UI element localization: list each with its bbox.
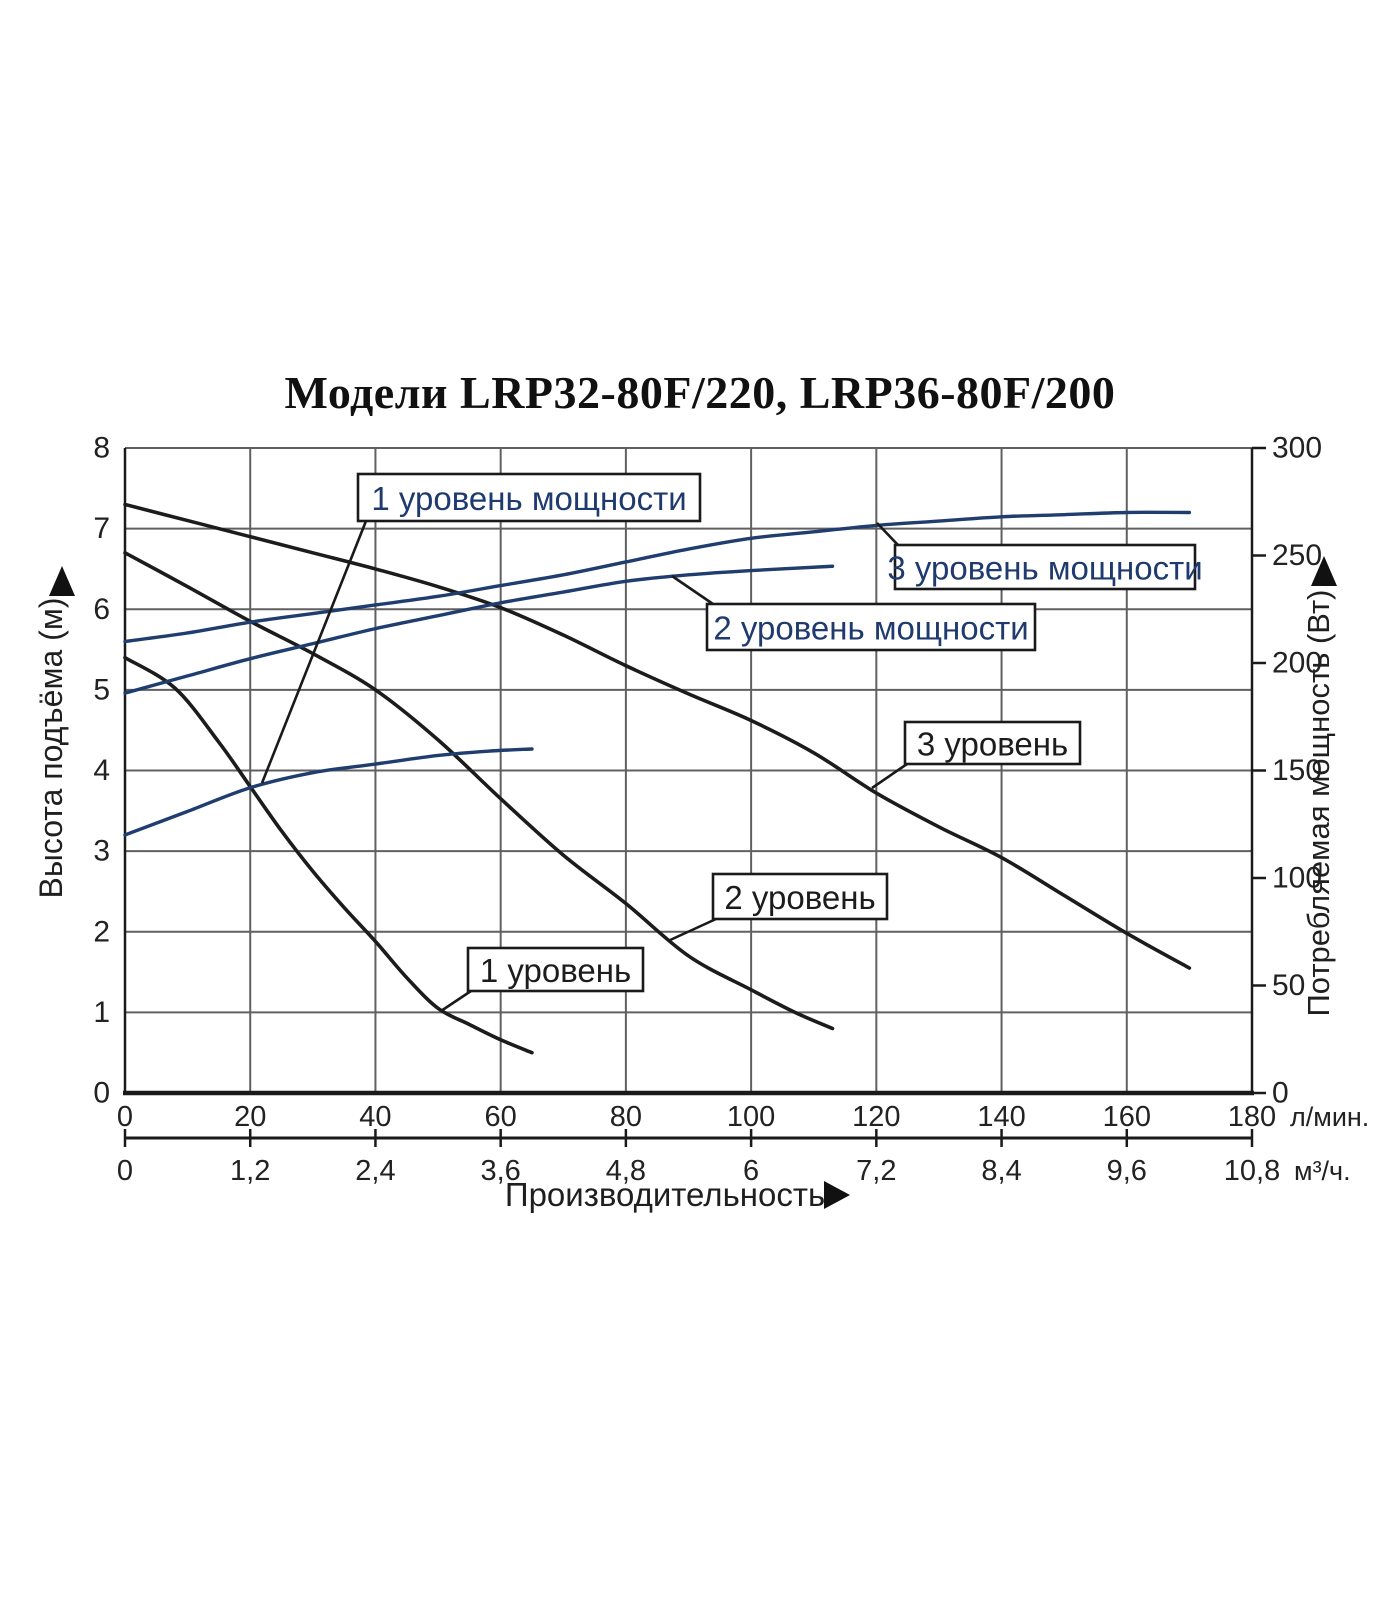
callout-power-2: 2 уровень мощности <box>671 574 1037 652</box>
callout-leader-line <box>876 522 899 546</box>
x-secondary-tick-label: 3,6 <box>481 1155 521 1187</box>
y-right-tick-label: 200 <box>1272 647 1322 680</box>
x-secondary-tick-label: 7,2 <box>856 1155 896 1187</box>
x-primary-tick-labels: 0 20 40 60 80 100 120 140 160 180 л/мин. <box>117 1101 1369 1133</box>
y-right-axis-title: Потребляемая мощность (Вт) <box>1301 590 1336 1017</box>
y-left-tick-label: 1 <box>93 996 110 1029</box>
y-left-tick-label: 8 <box>93 432 110 465</box>
curve-head-3 <box>123 502 1192 970</box>
curve-power-3 <box>123 510 1192 644</box>
x-secondary-unit-label: м³/ч. <box>1294 1156 1351 1186</box>
callout-box <box>903 720 1082 766</box>
y-left-axis-arrow-icon <box>49 566 75 596</box>
x-axis-arrow-icon <box>824 1181 850 1209</box>
y-left-tick-label: 5 <box>93 673 110 706</box>
x-secondary-tick-label: 10,8 <box>1224 1155 1280 1187</box>
callout-leader-line <box>260 520 368 784</box>
curves <box>123 502 1192 1055</box>
callout-power-1: 1 уровень мощности <box>260 472 702 784</box>
x-primary-tick-label: 120 <box>852 1101 900 1133</box>
callout-box <box>711 872 889 921</box>
callout-label: 3 уровень <box>917 726 1068 763</box>
callout-leader-line <box>667 917 717 943</box>
y-right-tick-label: 50 <box>1272 969 1305 1002</box>
x-axis-title: Производительность <box>505 1176 825 1213</box>
y-left-title-group: Высота подъёма (м) <box>33 566 75 898</box>
x-axis-title-group: Производительность <box>505 1176 850 1213</box>
callout-head-2: 2 уровень <box>667 872 889 943</box>
chart-title: Модели LRP32-80F/220, LRP36-80F/200 <box>284 367 1116 418</box>
callout-head-3: 3 уровень <box>871 720 1082 790</box>
x-secondary-scale: 0 1,2 2,4 3,6 4,8 6 7,2 8,4 9,6 10,8 м³/ч. <box>117 1129 1351 1187</box>
callout-head-1: 1 уровень <box>440 946 645 1013</box>
y-left-tick-label: 6 <box>93 593 110 626</box>
callout-label: 2 уровень <box>724 879 875 916</box>
callout-label: 1 уровень <box>480 952 631 989</box>
x-primary-unit-label: л/мин. <box>1290 1102 1369 1132</box>
y-right-tick-label: 250 <box>1272 539 1322 572</box>
y-left-tick-label: 2 <box>93 915 110 948</box>
y-right-tick-label: 0 <box>1272 1077 1289 1110</box>
callout-label: 3 уровень мощности <box>887 550 1202 587</box>
x-primary-tick-label: 0 <box>117 1101 133 1133</box>
y-left-tick-label: 4 <box>93 754 110 787</box>
y-left-tick-label: 3 <box>93 835 110 868</box>
y-right-title-group: Потребляемая мощность (Вт) <box>1301 556 1337 1016</box>
x-primary-tick-label: 180 <box>1228 1101 1276 1133</box>
callout-label: 2 уровень мощности <box>713 610 1028 647</box>
x-secondary-tick-label: 0 <box>117 1155 133 1187</box>
callout-leader-line <box>671 574 714 606</box>
y-left-axis-title: Высота подъёма (м) <box>33 598 69 899</box>
y-left-tick-label: 7 <box>93 512 110 545</box>
callout-label: 1 уровень мощности <box>371 480 686 517</box>
callout-box <box>356 472 702 523</box>
x-secondary-tick-label: 4,8 <box>606 1155 646 1187</box>
callout-box <box>705 602 1037 652</box>
y-right-tick-label: 300 <box>1272 432 1322 465</box>
x-secondary-tick-label: 2,4 <box>355 1155 395 1187</box>
x-primary-tick-label: 160 <box>1103 1101 1151 1133</box>
curve-head-1 <box>123 655 534 1055</box>
x-secondary-tick-label: 9,6 <box>1107 1155 1147 1187</box>
y-right-tick-label: 150 <box>1272 754 1322 787</box>
x-secondary-tick-label: 1,2 <box>230 1155 270 1187</box>
x-secondary-tick-label: 6 <box>743 1155 759 1187</box>
curve-power-1 <box>123 747 534 837</box>
x-primary-tick-label: 80 <box>610 1101 642 1133</box>
callouts: 1 уровень мощности 3 уровень мощности 2 ур… <box>260 472 1203 1013</box>
y-left-tick-label: 0 <box>93 1077 110 1110</box>
y-left-tick-labels: 0 1 2 3 4 5 6 7 8 <box>93 432 110 1110</box>
x-primary-tick-label: 60 <box>485 1101 517 1133</box>
x-primary-tick-label: 40 <box>359 1101 391 1133</box>
x-primary-tick-label: 20 <box>234 1101 266 1133</box>
curve-power-2 <box>123 564 835 695</box>
callout-box <box>466 946 645 993</box>
x-secondary-tick-label: 8,4 <box>981 1155 1021 1187</box>
callout-leader-line <box>440 989 472 1013</box>
x-primary-tick-label: 100 <box>727 1101 775 1133</box>
y-right-axis-arrow-icon <box>1311 556 1337 586</box>
callout-power-3: 3 уровень мощности <box>876 522 1203 591</box>
callout-leader-line <box>871 762 908 790</box>
y-right-tick-label: 100 <box>1272 862 1322 895</box>
callout-box <box>893 543 1197 591</box>
y-right-ticks: 0 50 100 150 200 250 300 <box>1252 432 1322 1110</box>
x-primary-tick-label: 140 <box>977 1101 1025 1133</box>
